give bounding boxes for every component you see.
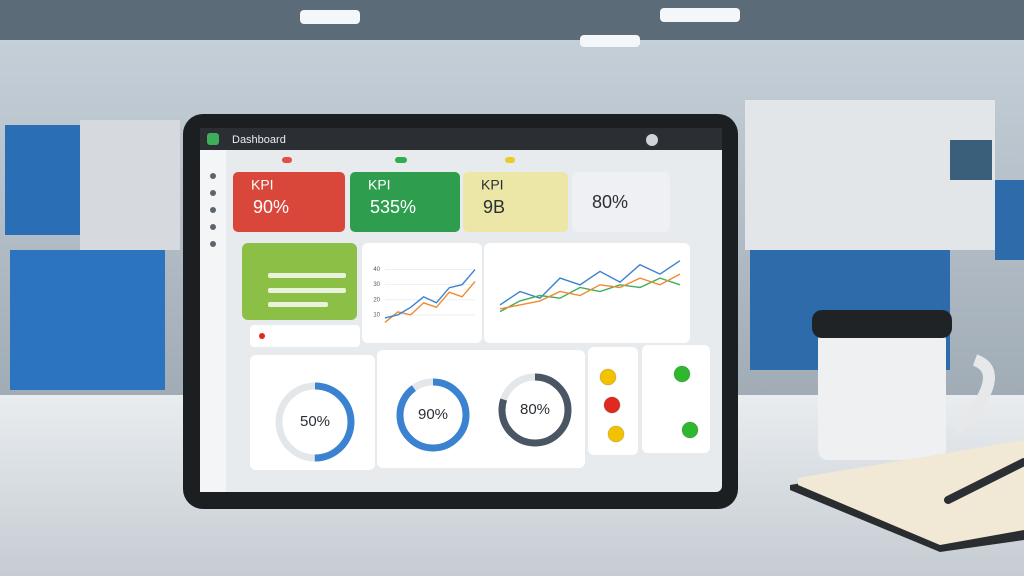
progress-bar bbox=[268, 302, 328, 307]
gauge-label: 80% bbox=[520, 401, 550, 418]
app-icon bbox=[207, 133, 219, 145]
y-tick-label: 40 bbox=[373, 267, 380, 273]
dropdown bbox=[250, 325, 360, 347]
tab-indicator bbox=[282, 157, 292, 163]
ceiling-light bbox=[660, 8, 740, 22]
series-line bbox=[499, 273, 681, 310]
kpi-value: 9B bbox=[483, 197, 505, 217]
sidebar-icon bbox=[210, 190, 216, 196]
ceiling bbox=[0, 0, 1024, 40]
progress-bar bbox=[268, 273, 346, 278]
kpi-card bbox=[350, 172, 460, 232]
header-title: Dashboard bbox=[232, 134, 286, 146]
avatar bbox=[646, 134, 658, 146]
kpi-value: 535% bbox=[370, 197, 416, 217]
series-line bbox=[384, 269, 476, 319]
tab-indicator bbox=[395, 157, 407, 163]
sidebar-icon bbox=[210, 224, 216, 230]
header-bar bbox=[200, 128, 722, 150]
progress-bar bbox=[268, 288, 346, 293]
kpi-label: KPI bbox=[251, 177, 274, 193]
y-tick-label: 20 bbox=[373, 297, 380, 303]
ceiling-light bbox=[580, 35, 640, 47]
cup bbox=[818, 330, 946, 460]
chart-panel bbox=[484, 243, 690, 343]
kpi-card bbox=[572, 172, 670, 232]
status-panel bbox=[642, 345, 710, 453]
y-tick-label: 30 bbox=[373, 282, 380, 288]
sidebar-icon bbox=[210, 173, 216, 179]
kpi-label: KPI bbox=[481, 177, 504, 193]
gauge-arc bbox=[396, 378, 470, 452]
ceiling-light bbox=[300, 10, 360, 24]
status-light bbox=[681, 421, 699, 439]
kpi-card bbox=[233, 172, 345, 232]
pen bbox=[944, 458, 1024, 504]
sidebar-icon bbox=[210, 241, 216, 247]
gauge-panel bbox=[377, 350, 585, 468]
machine bbox=[10, 250, 165, 390]
status-light bbox=[603, 396, 621, 414]
status-light bbox=[673, 365, 691, 383]
kpi-value: 80% bbox=[592, 192, 628, 212]
gauge-arc bbox=[498, 373, 572, 447]
kpi-card bbox=[463, 172, 568, 232]
gauge-label: 90% bbox=[418, 406, 448, 423]
sidebar bbox=[200, 150, 226, 492]
status-light bbox=[599, 368, 617, 386]
chart-panel bbox=[362, 243, 482, 343]
kpi-label: KPI bbox=[368, 177, 391, 193]
gauge-label: 50% bbox=[300, 413, 330, 430]
y-tick-label: 10 bbox=[373, 312, 380, 318]
dropdown-dot bbox=[259, 333, 265, 339]
machine bbox=[80, 120, 180, 250]
cup-handle bbox=[950, 354, 995, 435]
cup-lid bbox=[812, 310, 952, 338]
sidebar-icon bbox=[210, 207, 216, 213]
tab-indicator bbox=[505, 157, 515, 163]
status-light bbox=[607, 425, 625, 443]
series-line bbox=[384, 281, 476, 323]
machine-screen bbox=[950, 140, 992, 180]
progress-panel bbox=[242, 243, 357, 320]
kpi-value: 90% bbox=[253, 197, 289, 217]
machine bbox=[995, 180, 1024, 260]
gauge-arc bbox=[275, 382, 355, 462]
series-line bbox=[499, 260, 681, 306]
machine bbox=[5, 125, 80, 235]
notebook bbox=[798, 440, 1024, 545]
